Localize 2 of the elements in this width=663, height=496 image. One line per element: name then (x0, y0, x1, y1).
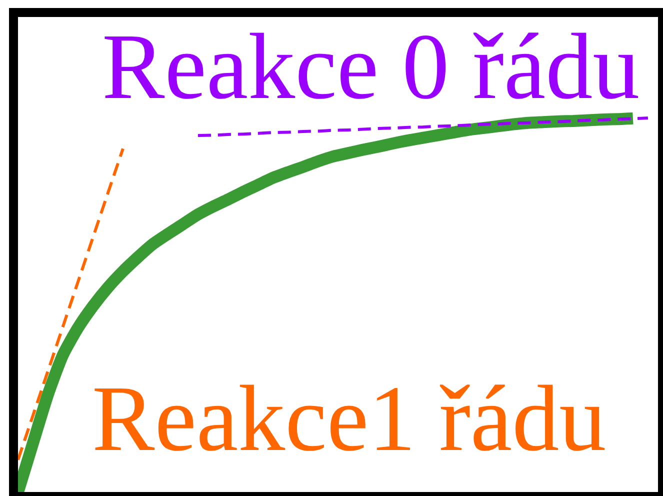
series-label: Reakce 0 řádu (102, 15, 640, 119)
series-label: Reakce1 řádu (92, 367, 606, 471)
